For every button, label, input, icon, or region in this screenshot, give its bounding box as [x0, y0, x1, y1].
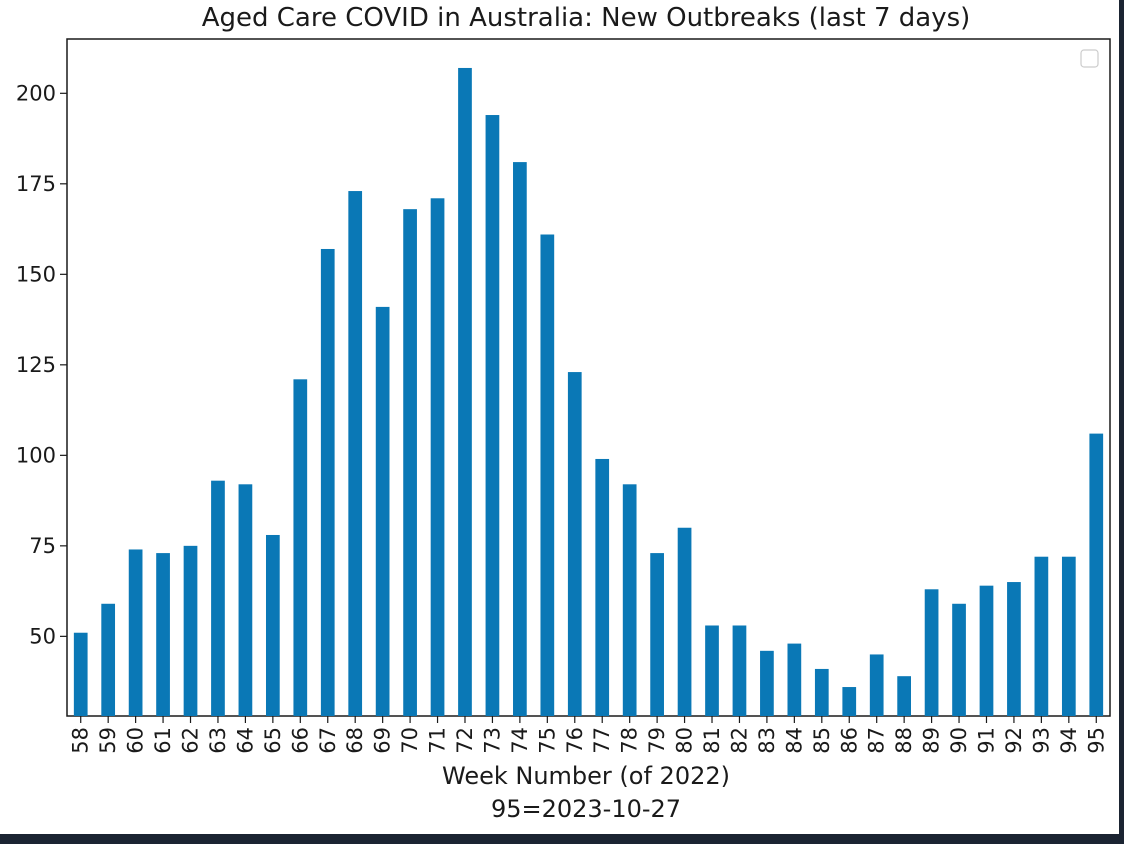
- bar-week-67: [320, 248, 335, 717]
- x-tick-label: 95: [1084, 727, 1108, 754]
- y-tick-label: 200: [16, 81, 56, 105]
- bar-week-63: [211, 480, 225, 716]
- x-tick-label: 66: [288, 727, 312, 754]
- y-axis: 50 75 100 125 150 175 200: [16, 81, 67, 648]
- x-tick-label: 65: [261, 727, 285, 754]
- x-tick-label: 82: [727, 727, 751, 754]
- x-tick-label: 72: [453, 727, 477, 754]
- x-tick-label: 90: [947, 727, 971, 754]
- x-tick-label: 58: [69, 727, 93, 754]
- x-tick-label: 93: [1029, 727, 1053, 754]
- bar-week-95: [1089, 433, 1104, 716]
- bar-week-64: [238, 484, 253, 716]
- x-tick-label: 76: [563, 727, 587, 754]
- bar-week-58: [73, 632, 88, 716]
- x-tick-label: 71: [426, 727, 450, 754]
- x-tick-label: 80: [673, 727, 697, 754]
- plot-frame: [66, 38, 1111, 717]
- x-tick-label: 68: [343, 727, 367, 754]
- bar-week-70: [403, 209, 417, 716]
- x-tick-label: 83: [755, 727, 779, 754]
- y-tick-label: 50: [29, 624, 56, 648]
- bars-group: [73, 67, 1104, 717]
- x-tick-label: 69: [371, 727, 395, 754]
- x-tick-label: 79: [645, 727, 669, 754]
- bar-week-92: [1007, 582, 1021, 716]
- x-tick-label: 91: [974, 727, 998, 754]
- y-tick-label: 150: [16, 262, 56, 286]
- bar-week-60: [128, 549, 143, 716]
- x-tick-label: 84: [782, 727, 806, 754]
- bar-week-84: [787, 643, 802, 716]
- bar-week-76: [567, 372, 582, 716]
- bar-week-91: [979, 585, 994, 716]
- bar-week-72: [458, 67, 472, 716]
- bar-week-73: [485, 115, 500, 716]
- x-axis-sublabel: 95=2023-10-27: [491, 795, 681, 823]
- bar-week-83: [760, 650, 774, 716]
- bar-week-62: [183, 545, 198, 716]
- bar-week-79: [650, 553, 664, 716]
- x-tick-label: 77: [590, 727, 614, 754]
- bar-week-85: [814, 668, 829, 716]
- x-tick-label: 61: [151, 727, 175, 754]
- x-tick-label: 75: [535, 727, 559, 754]
- x-tick-label: 92: [1002, 727, 1026, 754]
- x-tick-label: 85: [810, 727, 834, 754]
- x-axis-label: Week Number (of 2022): [442, 762, 730, 790]
- bar-week-88: [897, 676, 911, 716]
- x-tick-label: 67: [316, 727, 340, 754]
- x-tick-label: 73: [480, 727, 504, 754]
- bar-week-80: [677, 527, 692, 716]
- x-tick-label: 87: [865, 727, 889, 754]
- x-tick-label: 62: [179, 727, 203, 754]
- x-tick-label: 89: [920, 727, 944, 754]
- x-tick-label: 63: [206, 727, 230, 754]
- x-tick-label: 74: [508, 727, 532, 754]
- bar-week-86: [842, 687, 857, 716]
- chart-title: Aged Care COVID in Australia: New Outbre…: [202, 3, 971, 33]
- bar-week-61: [156, 553, 170, 716]
- x-tick-label: 70: [398, 727, 422, 754]
- y-tick-label: 125: [16, 353, 56, 377]
- x-tick-label: 86: [837, 727, 861, 754]
- bar-week-69: [375, 306, 390, 716]
- y-tick-label: 75: [29, 534, 56, 558]
- bar-week-89: [924, 589, 939, 716]
- bar-week-65: [265, 534, 280, 716]
- bar-week-59: [101, 603, 116, 716]
- x-tick-label: 78: [618, 727, 642, 754]
- x-axis: 58 59 60 61 62 63 64 65 66 67 68 69 70 71 72 73 74 75 76 77…: [69, 716, 1108, 754]
- bar-week-66: [293, 379, 308, 716]
- bar-week-74: [513, 162, 527, 717]
- x-tick-label: 59: [96, 727, 120, 754]
- x-tick-label: 88: [892, 727, 916, 754]
- bar-week-78: [622, 484, 637, 716]
- bar-week-90: [952, 603, 966, 716]
- legend-box: [1080, 49, 1099, 68]
- x-tick-label: 81: [700, 727, 724, 754]
- bar-week-81: [705, 625, 719, 716]
- bar-week-68: [348, 191, 363, 717]
- x-tick-label: 94: [1057, 727, 1081, 754]
- x-tick-label: 60: [124, 727, 148, 754]
- bar-week-71: [430, 198, 445, 717]
- bar-week-75: [540, 234, 555, 716]
- x-tick-label: 64: [233, 727, 257, 754]
- bar-week-87: [869, 654, 884, 716]
- bar-week-93: [1034, 556, 1049, 716]
- bar-week-77: [595, 458, 610, 716]
- bar-week-94: [1061, 556, 1076, 716]
- bar-week-82: [732, 625, 747, 716]
- y-tick-label: 100: [16, 443, 56, 467]
- y-tick-label: 175: [16, 172, 56, 196]
